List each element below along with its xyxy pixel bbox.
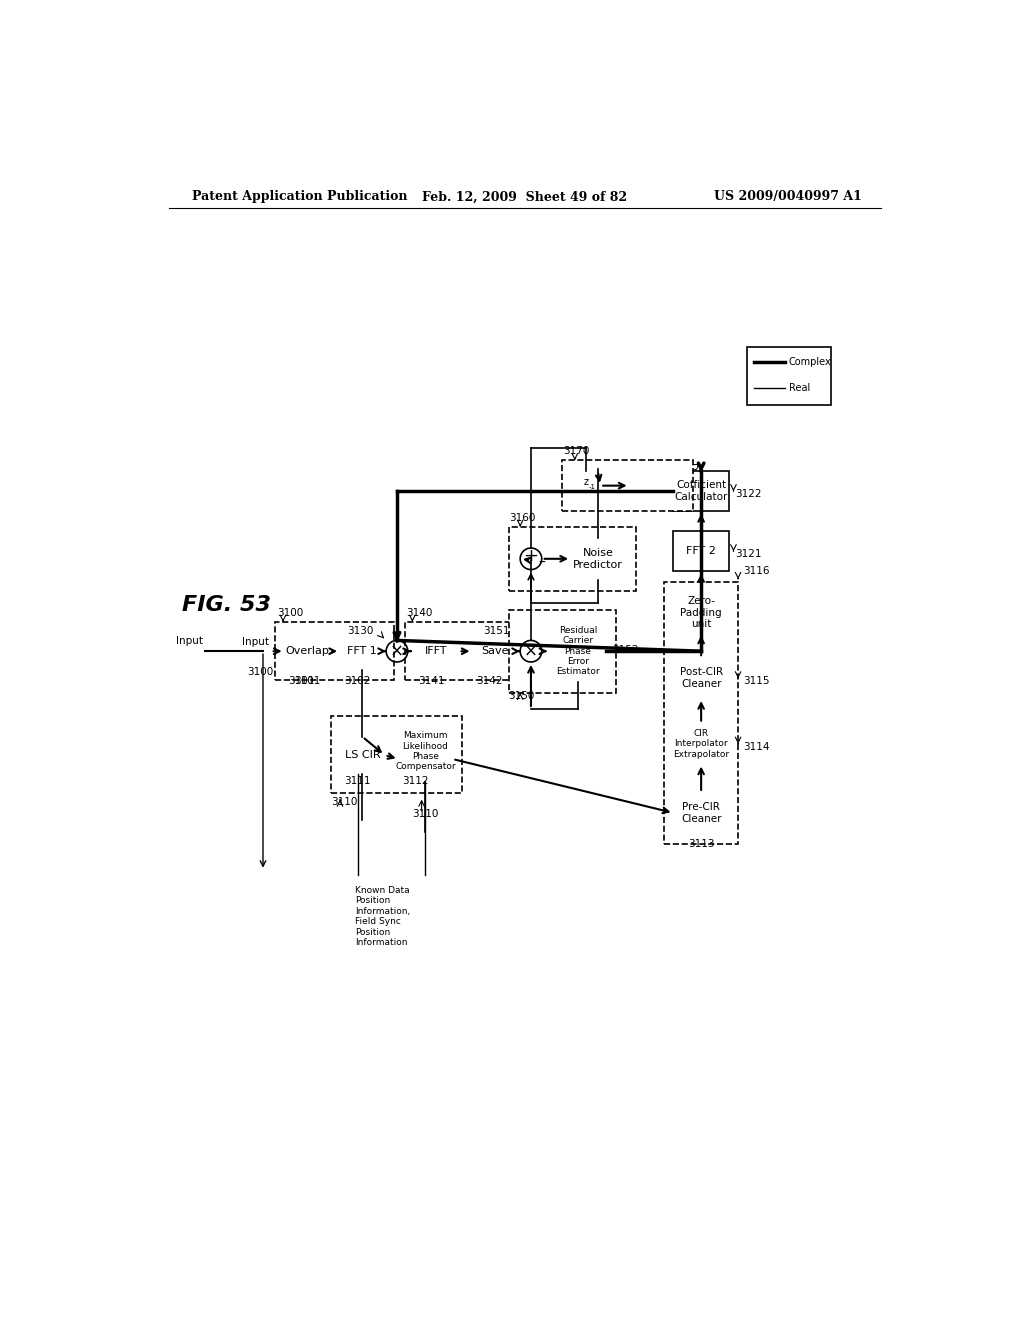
Text: 3152: 3152 (611, 644, 638, 655)
Text: Overlap: Overlap (285, 647, 329, 656)
Text: –: – (539, 556, 545, 570)
Text: 3101: 3101 (289, 676, 314, 685)
Text: 3122: 3122 (735, 490, 762, 499)
Bar (746, 347, 831, 405)
Text: CIR
Interpolator
Extrapolator: CIR Interpolator Extrapolator (673, 729, 729, 759)
Bar (285, 632, 330, 669)
Text: 3111: 3111 (344, 776, 371, 787)
Text: 3113: 3113 (688, 838, 715, 849)
Text: Post-CIR
Cleaner: Post-CIR Cleaner (680, 668, 723, 689)
Bar (550, 620, 605, 682)
Text: 3170: 3170 (563, 446, 590, 457)
Text: 3102: 3102 (344, 676, 371, 685)
Bar (340, 737, 385, 774)
Text: 3142: 3142 (476, 676, 503, 685)
Bar (398, 721, 453, 781)
Text: 3110: 3110 (413, 809, 438, 818)
Text: 3100: 3100 (276, 607, 303, 618)
Bar (630, 467, 682, 504)
Bar (674, 723, 729, 763)
Bar (331, 715, 462, 793)
Text: Known Data
Position
Information,
Field Sync
Position
Information: Known Data Position Information, Field S… (354, 886, 410, 946)
Text: Input: Input (176, 635, 203, 645)
Bar (275, 622, 394, 681)
Text: US 2009/0040997 A1: US 2009/0040997 A1 (714, 190, 862, 203)
Text: 3116: 3116 (742, 566, 769, 577)
Text: 3140: 3140 (407, 607, 432, 618)
Text: FFT 2: FFT 2 (686, 546, 716, 556)
Text: 3130: 3130 (347, 626, 374, 636)
Text: 3141: 3141 (418, 676, 444, 685)
Bar (571, 537, 625, 579)
Text: 3112: 3112 (402, 776, 429, 787)
Bar (340, 632, 385, 669)
Bar (674, 531, 729, 572)
Text: Maximum
Likelihood
Phase
Compensator: Maximum Likelihood Phase Compensator (395, 731, 456, 771)
Text: z: z (583, 477, 588, 487)
Bar (674, 659, 729, 698)
Text: 3101: 3101 (294, 676, 321, 685)
Bar (509, 610, 616, 693)
Text: ×: × (390, 643, 403, 660)
Text: 3100: 3100 (248, 667, 273, 677)
Text: FFT 1: FFT 1 (347, 647, 377, 656)
Text: IFFT: IFFT (425, 647, 447, 656)
Text: Zero-
Padding
unit: Zero- Padding unit (680, 597, 722, 630)
Bar (509, 527, 636, 591)
Bar (404, 622, 526, 681)
Text: Pre-CIR
Cleaner: Pre-CIR Cleaner (681, 803, 721, 824)
Text: LS CIR: LS CIR (344, 750, 380, 760)
Text: Input: Input (242, 638, 269, 647)
Text: 3151: 3151 (483, 626, 509, 636)
Text: Complex: Complex (788, 358, 831, 367)
Text: -1: -1 (589, 484, 595, 490)
Bar (665, 582, 738, 843)
Bar (472, 632, 517, 669)
Text: FIG. 53: FIG. 53 (182, 595, 271, 615)
Bar (674, 471, 729, 511)
Text: Residual
Carrier
Phase
Error
Estimator: Residual Carrier Phase Error Estimator (556, 626, 600, 676)
Bar (562, 461, 692, 511)
Text: Noise
Predictor: Noise Predictor (573, 548, 623, 570)
Text: +: + (523, 546, 539, 565)
Bar (674, 793, 729, 833)
Bar (571, 471, 600, 500)
Text: 3150: 3150 (508, 690, 535, 701)
Bar (414, 632, 459, 669)
Text: 3115: 3115 (742, 676, 769, 686)
Text: 3110: 3110 (331, 797, 357, 808)
Text: ×: × (524, 643, 538, 660)
Text: 3114: 3114 (742, 742, 769, 752)
Text: Cofficient
Calculator: Cofficient Calculator (675, 480, 728, 502)
Bar (674, 593, 729, 632)
Text: 3160: 3160 (509, 512, 536, 523)
Text: Feb. 12, 2009  Sheet 49 of 82: Feb. 12, 2009 Sheet 49 of 82 (422, 190, 628, 203)
Text: Patent Application Publication: Patent Application Publication (193, 190, 408, 203)
Text: Real: Real (788, 383, 810, 393)
Text: 3121: 3121 (735, 549, 762, 560)
Text: Save: Save (481, 647, 509, 656)
Text: Decision: Decision (686, 463, 695, 508)
